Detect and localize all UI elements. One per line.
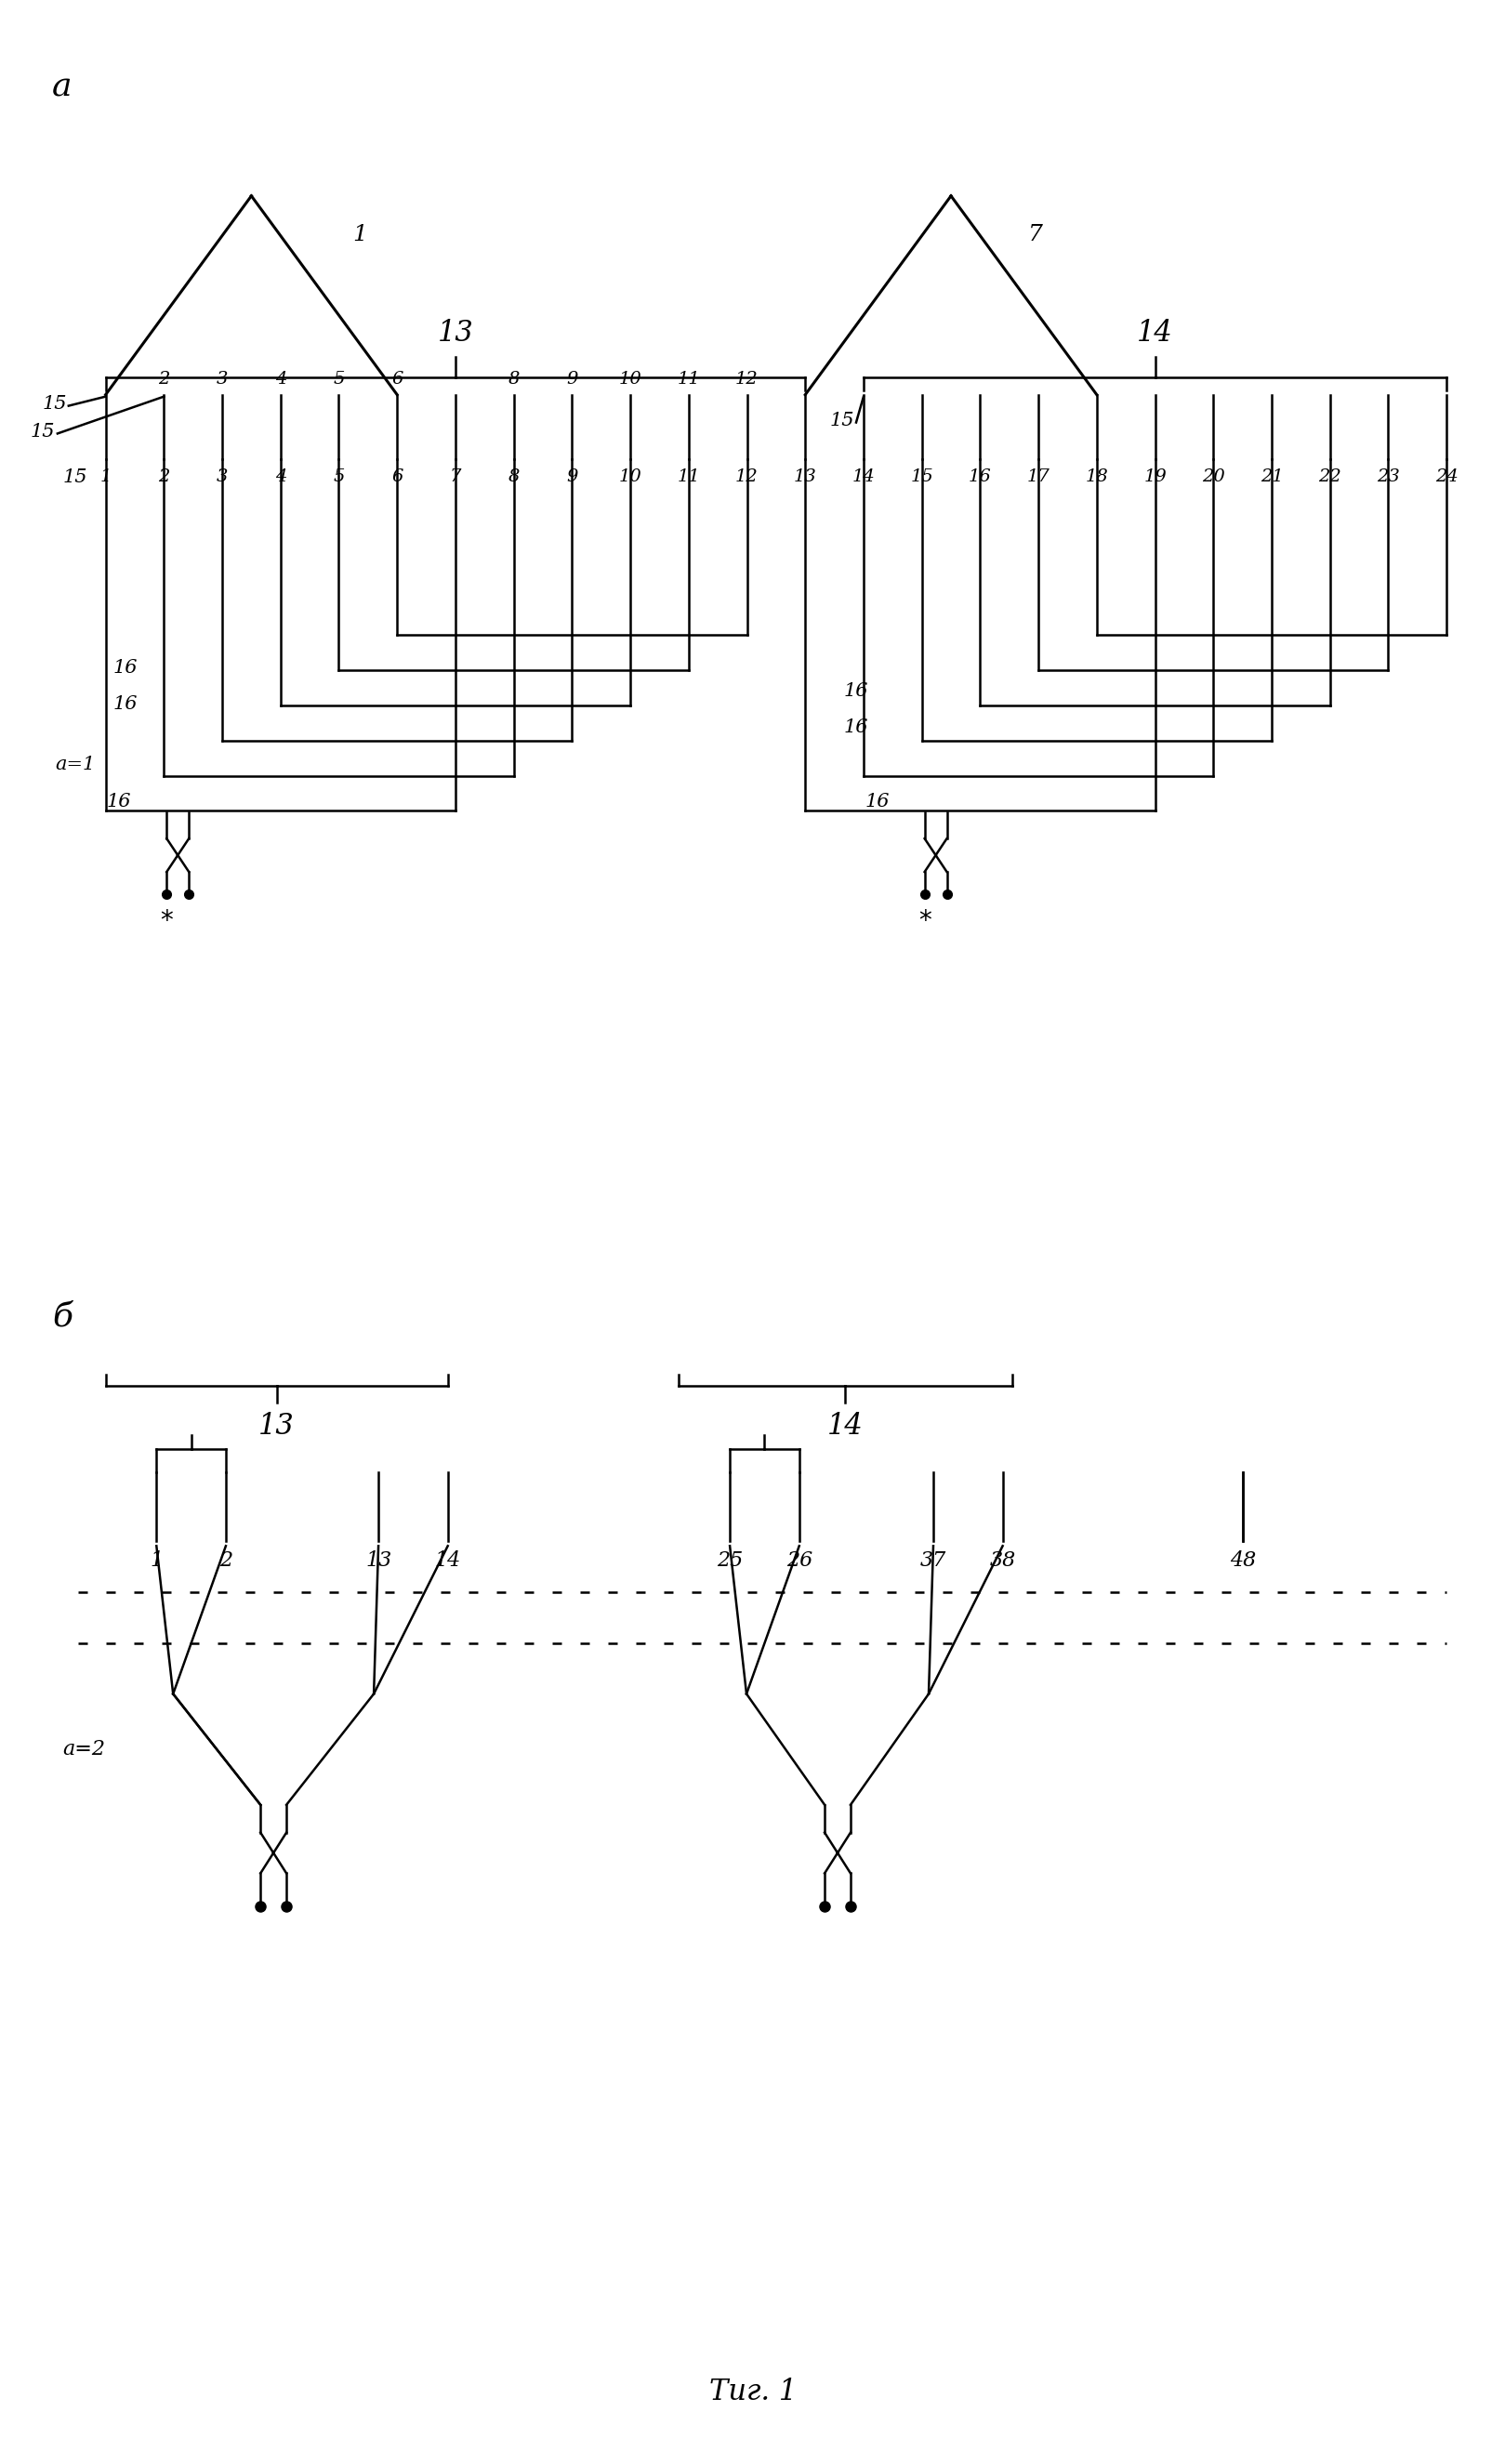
Text: 9: 9 bbox=[566, 370, 578, 387]
Text: 37: 37 bbox=[920, 1550, 947, 1572]
Text: 6: 6 bbox=[391, 370, 403, 387]
Text: 16: 16 bbox=[844, 683, 868, 700]
Text: 4: 4 bbox=[275, 370, 286, 387]
Text: a: a bbox=[53, 71, 72, 103]
Text: 23: 23 bbox=[1377, 468, 1400, 485]
Text: 3: 3 bbox=[217, 468, 227, 485]
Text: 16: 16 bbox=[107, 793, 131, 811]
Text: 38: 38 bbox=[989, 1550, 1016, 1572]
Text: 21: 21 bbox=[1260, 468, 1284, 485]
Text: 13: 13 bbox=[793, 468, 817, 485]
Text: 16: 16 bbox=[865, 793, 889, 811]
Text: 7: 7 bbox=[1028, 224, 1043, 244]
Text: 16: 16 bbox=[969, 468, 992, 485]
Text: a=2: a=2 bbox=[63, 1740, 105, 1759]
Text: 16: 16 bbox=[844, 719, 868, 737]
Text: 15: 15 bbox=[911, 468, 933, 485]
Text: 16: 16 bbox=[113, 695, 137, 712]
Text: 10: 10 bbox=[619, 468, 641, 485]
Text: 14: 14 bbox=[828, 1412, 864, 1441]
Text: 13: 13 bbox=[259, 1412, 295, 1441]
Text: 8: 8 bbox=[509, 370, 519, 387]
Text: 14: 14 bbox=[435, 1550, 461, 1572]
Text: 6: 6 bbox=[391, 468, 403, 485]
Text: 17: 17 bbox=[1026, 468, 1050, 485]
Text: 10: 10 bbox=[619, 370, 641, 387]
Text: 48: 48 bbox=[1230, 1550, 1257, 1572]
Text: б: б bbox=[53, 1301, 72, 1333]
Text: *: * bbox=[161, 907, 173, 934]
Text: 15: 15 bbox=[829, 411, 855, 429]
Text: 4: 4 bbox=[275, 468, 286, 485]
Text: Τиг. 1: Τиг. 1 bbox=[709, 2378, 796, 2407]
Text: 11: 11 bbox=[677, 468, 700, 485]
Text: 12: 12 bbox=[736, 370, 759, 387]
Text: *: * bbox=[918, 907, 932, 934]
Text: 20: 20 bbox=[1202, 468, 1225, 485]
Text: 26: 26 bbox=[786, 1550, 813, 1572]
Text: 8: 8 bbox=[509, 468, 519, 485]
Text: 7: 7 bbox=[450, 468, 461, 485]
Text: 1: 1 bbox=[99, 468, 111, 485]
Text: 11: 11 bbox=[677, 370, 700, 387]
Text: a=1: a=1 bbox=[54, 756, 95, 774]
Text: 16: 16 bbox=[113, 658, 137, 675]
Text: 18: 18 bbox=[1085, 468, 1108, 485]
Text: 5: 5 bbox=[333, 468, 345, 485]
Text: 15: 15 bbox=[30, 424, 54, 441]
Text: 9: 9 bbox=[566, 468, 578, 485]
Text: 24: 24 bbox=[1436, 468, 1458, 485]
Text: 13: 13 bbox=[438, 318, 474, 347]
Text: 1: 1 bbox=[150, 1550, 163, 1572]
Text: 14: 14 bbox=[1138, 318, 1172, 347]
Text: 15: 15 bbox=[63, 468, 87, 485]
Text: 2: 2 bbox=[220, 1550, 232, 1572]
Text: 14: 14 bbox=[852, 468, 874, 485]
Text: 22: 22 bbox=[1318, 468, 1341, 485]
Text: 12: 12 bbox=[736, 468, 759, 485]
Text: 5: 5 bbox=[333, 370, 345, 387]
Text: 1: 1 bbox=[352, 224, 367, 244]
Text: 15: 15 bbox=[42, 394, 66, 414]
Text: 2: 2 bbox=[158, 370, 170, 387]
Text: 2: 2 bbox=[158, 468, 170, 485]
Text: 13: 13 bbox=[366, 1550, 391, 1572]
Text: 3: 3 bbox=[217, 370, 227, 387]
Text: 25: 25 bbox=[716, 1550, 743, 1572]
Text: 19: 19 bbox=[1144, 468, 1166, 485]
